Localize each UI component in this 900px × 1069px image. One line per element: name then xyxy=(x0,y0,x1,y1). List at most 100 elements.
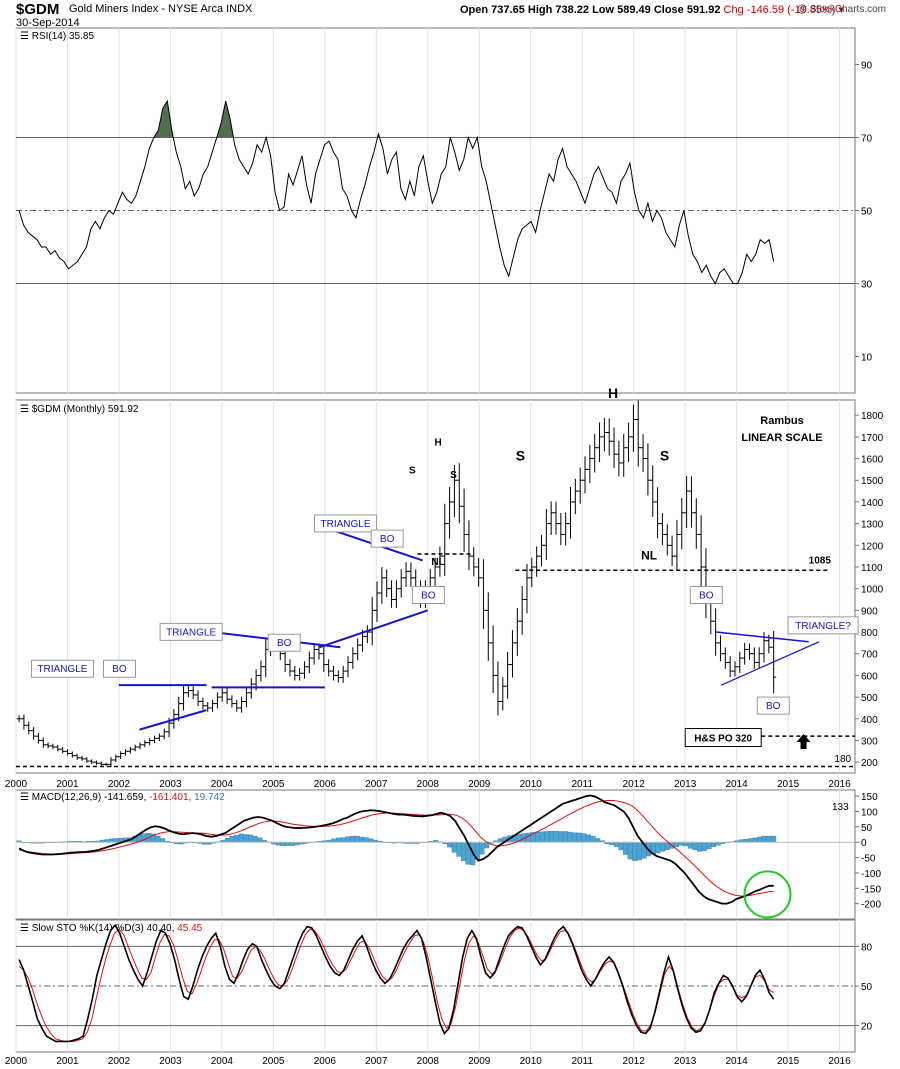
macd-hist-bar xyxy=(280,842,286,847)
macd-hist-bar xyxy=(285,842,291,846)
stockcharts-watermark: @ StockCharts.com xyxy=(796,4,886,15)
macd-hist-bar xyxy=(113,838,119,843)
macd-hist-bar xyxy=(363,837,369,843)
triangle-label-2-box xyxy=(159,622,223,641)
macd-hist-bar xyxy=(761,835,767,843)
macd-hist-bar xyxy=(697,842,703,852)
hs-po-box xyxy=(684,728,762,748)
macd-hist-bar xyxy=(710,842,716,848)
price-y-tick-label: 900 xyxy=(861,606,878,617)
neckline-label: NL xyxy=(641,548,657,562)
sto-y-tick-label: 50 xyxy=(861,982,873,993)
rsi-label: ☰ RSI(14) 35.85 xyxy=(20,31,94,42)
macd-hist-bar xyxy=(345,836,351,843)
macd-hist-bar xyxy=(748,838,754,843)
macd-label-part: -161.401, xyxy=(146,792,191,803)
macd-hist-bar xyxy=(590,835,596,843)
sto-label-part: ☰ Slow STO %K(14) %D(3) xyxy=(20,923,144,934)
rsi-y-tick-label: 10 xyxy=(861,353,873,364)
price-y-tick-label: 1500 xyxy=(861,476,884,487)
linear-scale-note: LINEAR SCALE xyxy=(741,432,822,444)
macd-hist-bar xyxy=(636,842,642,861)
price-y-tick-label: 1000 xyxy=(861,585,884,596)
bo-label-6: BO xyxy=(766,701,781,712)
x-tick-label-price: 2012 xyxy=(623,779,646,790)
macd-hist-bar xyxy=(752,837,758,843)
bo-label-2: BO xyxy=(277,638,292,649)
left-shoulder-2008: S xyxy=(409,466,416,477)
macd-hist-bar xyxy=(229,836,235,843)
macd-hist-bar xyxy=(224,838,230,843)
price-y-tick-label: 1200 xyxy=(861,541,884,552)
price-y-tick-label: 1800 xyxy=(861,411,884,422)
macd-hist-bar xyxy=(349,835,355,843)
x-tick-label-price: 2001 xyxy=(56,779,79,790)
macd-hist-bar xyxy=(687,842,693,849)
price-y-tick-label: 1700 xyxy=(861,433,884,444)
bo-label-2-box xyxy=(267,633,301,652)
x-tick-label-bottom: 2007 xyxy=(365,1056,388,1067)
price-y-tick-label: 500 xyxy=(861,693,878,704)
chart-header: $GDM Gold Miners Index - NYSE Arca INDX … xyxy=(0,0,900,30)
triangle-label-3-box xyxy=(314,514,378,533)
macd-corner-value: 133 xyxy=(832,802,849,813)
macd-signal-line xyxy=(18,799,774,897)
macd-y-tick-label: -200 xyxy=(861,900,881,911)
x-tick-label-bottom: 2014 xyxy=(725,1056,748,1067)
ohlc-summary: Open 737.65 High 738.22 Low 589.49 Close… xyxy=(460,3,844,16)
x-tick-label-price: 2009 xyxy=(468,779,491,790)
x-tick-label-price: 2002 xyxy=(108,779,131,790)
macd-hist-bar xyxy=(155,835,161,843)
neckline-label-2008: NL xyxy=(431,557,444,568)
bo-label-5-box xyxy=(689,586,723,604)
macd-hist-bar xyxy=(757,836,763,843)
sto-label: ☰ Slow STO %K(14) %D(3) 40.40, 45.45 xyxy=(20,923,203,934)
rsi-y-tick-label: 50 xyxy=(861,207,873,218)
x-tick-label-bottom: 2001 xyxy=(56,1056,79,1067)
macd-hist-bar xyxy=(447,842,453,848)
macd-hist-bar xyxy=(655,842,661,854)
macd-hist-bar xyxy=(683,842,689,847)
triangle-label-1: TRIANGLE xyxy=(37,664,87,675)
macd-hist-bar xyxy=(368,838,374,843)
macd-y-tick-label: 150 xyxy=(861,792,878,803)
macd-hist-bar xyxy=(479,842,485,855)
macd-hist-bar xyxy=(238,833,244,843)
x-tick-label-bottom: 2000 xyxy=(5,1056,28,1067)
macd-label-part: ☰ MACD(12,26,9) xyxy=(20,792,101,803)
ohlc-values: Open 737.65 High 738.22 Low 589.49 Close… xyxy=(460,4,721,16)
left-shoulder: S xyxy=(516,448,525,464)
x-tick-label-bottom: 2011 xyxy=(571,1056,593,1067)
bo-label-5: BO xyxy=(699,591,714,602)
symbol-title: $GDM xyxy=(16,1,60,18)
macd-hist-bar xyxy=(234,834,240,843)
macd-hist-bar xyxy=(706,842,712,850)
macd-panel-frame xyxy=(15,789,856,920)
macd-hist-bar xyxy=(553,830,559,843)
x-tick-label-bottom: 2013 xyxy=(674,1056,697,1067)
price-y-tick-label: 1100 xyxy=(861,563,883,574)
macd-hist-bar xyxy=(340,837,346,843)
bo-label-3-box xyxy=(370,529,404,548)
triangle-label-1-box xyxy=(30,659,94,678)
rsi-overbought-fill xyxy=(216,101,234,138)
sto-label-part: 40.40, xyxy=(144,923,175,934)
triangle-4-bottom xyxy=(720,641,820,686)
macd-hist-bar xyxy=(498,838,504,843)
triangle-label-3: TRIANGLE xyxy=(321,519,371,530)
x-tick-label-price: 2010 xyxy=(520,779,543,790)
macd-y-tick-label: -150 xyxy=(861,884,881,895)
x-tick-label-bottom: 2002 xyxy=(108,1056,131,1067)
macd-hist-bar xyxy=(451,842,457,853)
price-y-tick-label: 1600 xyxy=(861,455,884,466)
macd-hist-bar xyxy=(766,835,772,843)
macd-hist-bar xyxy=(595,838,601,843)
macd-hist-bar xyxy=(585,834,592,843)
x-tick-label-price: 2008 xyxy=(417,779,440,790)
macd-y-tick-label: 0 xyxy=(861,838,867,849)
sto-y-tick-label: 20 xyxy=(861,1022,873,1033)
macd-hist-bar xyxy=(354,835,360,843)
rsi-y-tick-label: 30 xyxy=(861,280,873,291)
macd-hist-bar xyxy=(248,834,254,843)
